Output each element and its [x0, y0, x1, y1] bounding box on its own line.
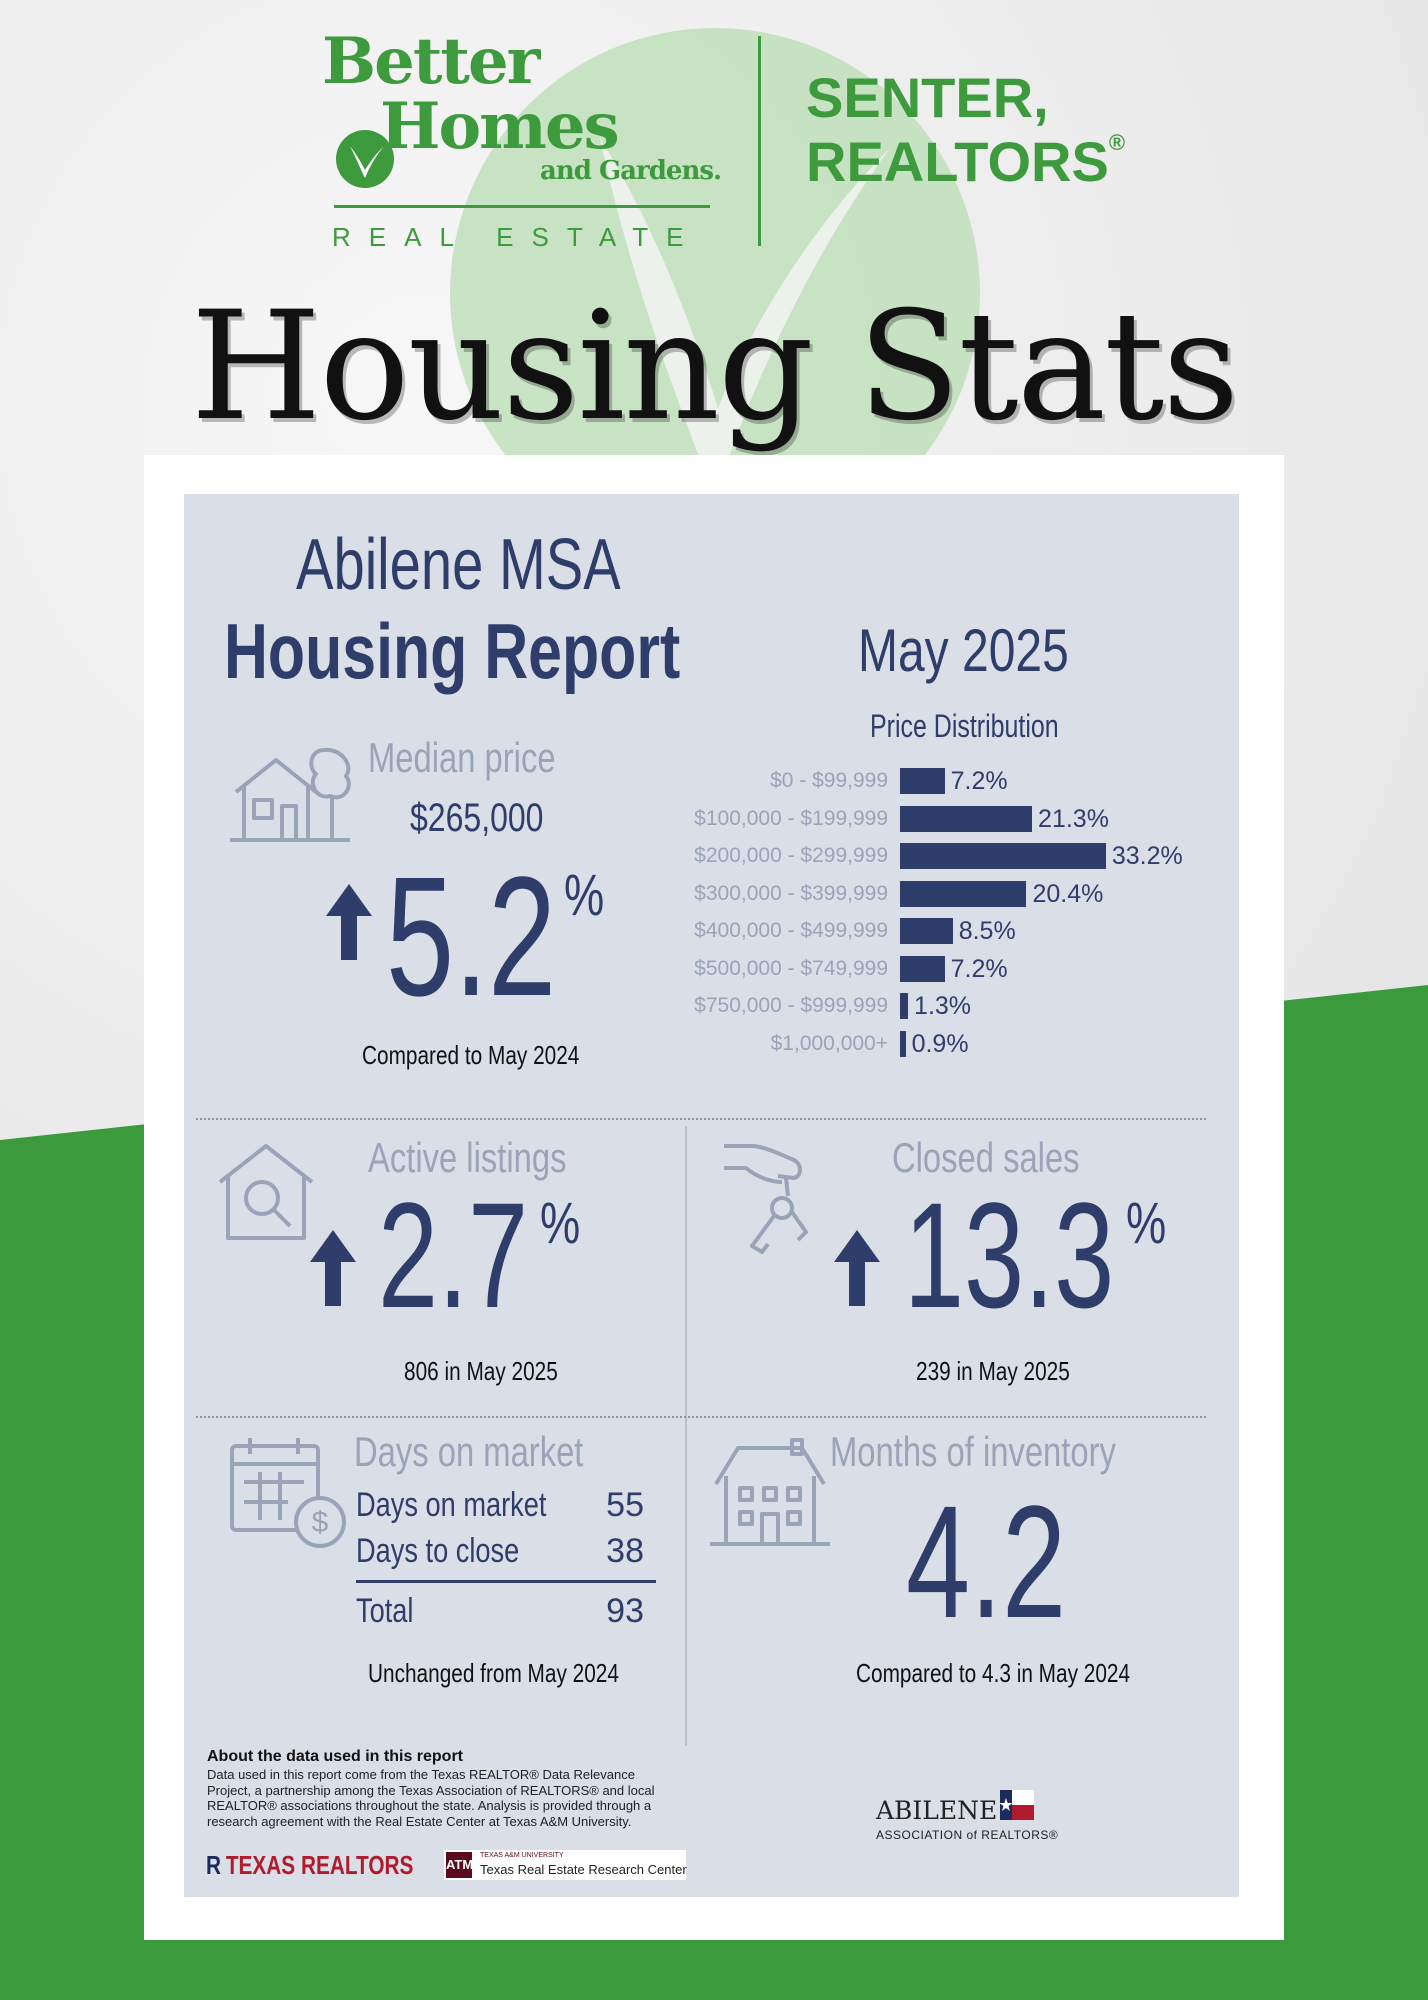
median-price-note: Compared to May 2024 — [362, 1040, 580, 1070]
active-listings-unit: % — [540, 1191, 581, 1256]
price-range-value: 21.3% — [1038, 804, 1109, 833]
price-range-label: $400,000 - $499,999 — [694, 919, 888, 942]
calendar-dollar-icon: $ — [230, 1438, 346, 1548]
brand-tagline: REAL ESTATE — [332, 222, 702, 252]
price-distribution-title: Price Distribution — [870, 708, 1059, 744]
house-tree-icon — [230, 747, 351, 842]
divider-vertical — [685, 1126, 687, 1746]
price-range-bar — [900, 805, 1033, 832]
office-name: SENTER, REALTORS® — [806, 66, 1125, 195]
dom-row-name: Days on market — [356, 1486, 547, 1524]
texas-realtors-mark-icon: R — [206, 1850, 222, 1880]
up-arrow-icon — [834, 1230, 880, 1306]
months-inventory-label: Months of inventory — [830, 1428, 1116, 1475]
price-range-bar — [900, 768, 945, 794]
active-listings-note: 806 in May 2025 — [404, 1356, 558, 1386]
abilene-association-name: ABILENE — [876, 1796, 998, 1825]
house-building-icon — [710, 1438, 830, 1546]
closed-sales-unit: % — [1126, 1191, 1167, 1256]
months-inventory-value: 4.2 — [906, 1472, 1067, 1651]
dom-total-label: Total — [356, 1592, 414, 1630]
office-name-mark: ® — [1108, 130, 1126, 156]
about-body: Data used in this report come from the T… — [207, 1767, 655, 1829]
up-arrow-icon — [326, 884, 372, 960]
closed-sales-change: 13.3 — [904, 1171, 1115, 1339]
price-range-value: 7.2% — [950, 767, 1008, 795]
tamu-mark-icon: ATM — [446, 1852, 473, 1878]
dom-row-name: Days to close — [356, 1532, 520, 1570]
brand-line1: Better — [322, 24, 540, 99]
price-range-label: $1,000,000+ — [770, 1031, 888, 1055]
divider-middle — [196, 1416, 1206, 1418]
tamu-university-name: TEXAS A&M UNIVERSITY — [480, 1852, 564, 1859]
dom-row-value: 55 — [606, 1486, 644, 1524]
price-range-label: $500,000 - $749,999 — [694, 956, 888, 980]
closed-sales-note: 239 in May 2025 — [916, 1356, 1070, 1386]
days-on-market-note: Unchanged from May 2024 — [368, 1658, 619, 1688]
svg-text:$: $ — [312, 1506, 329, 1539]
dom-total-value: 93 — [606, 1592, 644, 1630]
price-range-bar — [900, 918, 953, 944]
price-range-value: 0.9% — [911, 1029, 969, 1058]
dom-row-value: 38 — [606, 1532, 644, 1570]
price-range-value: 8.5% — [958, 917, 1016, 945]
days-on-market-label: Days on market — [354, 1428, 584, 1475]
tamu-center-name: Texas Real Estate Research Center — [480, 1862, 687, 1877]
office-name-line2: REALTORS — [806, 130, 1109, 194]
price-range-label: $300,000 - $399,999 — [694, 881, 888, 905]
office-name-line2-wrap: REALTORS® — [806, 130, 1125, 194]
report-panel — [184, 494, 1239, 1897]
up-arrow-icon — [310, 1230, 356, 1306]
page-headline: Housing Stats — [190, 280, 1240, 454]
brand-line2: Homes — [380, 89, 620, 164]
price-range-label: $750,000 - $999,999 — [694, 994, 888, 1017]
closed-sales-label: Closed sales — [892, 1134, 1080, 1181]
active-listings-change: 2.7 — [378, 1171, 529, 1339]
price-range-value: 33.2% — [1111, 842, 1183, 870]
price-range-bar — [900, 1030, 906, 1057]
price-range-label: $100,000 - $199,999 — [694, 806, 888, 830]
brand-rule — [334, 205, 710, 208]
report-date: May 2025 — [858, 617, 1069, 684]
median-price-unit: % — [564, 863, 605, 928]
dom-total-rule — [356, 1580, 656, 1583]
months-inventory-note: Compared to 4.3 in May 2024 — [856, 1658, 1131, 1688]
price-range-bar — [900, 993, 909, 1019]
price-range-value: 1.3% — [914, 992, 972, 1020]
abilene-association-sub: ASSOCIATION of REALTORS® — [876, 1828, 1059, 1842]
hand-keys-icon — [724, 1144, 808, 1254]
house-magnifier-icon — [218, 1144, 314, 1240]
median-price-change: 5.2 — [386, 842, 557, 1032]
tamu-logo-box — [444, 1850, 686, 1880]
brand-leaf-icon — [336, 130, 394, 188]
office-name-line1: SENTER, — [806, 66, 1049, 129]
price-range-bar — [900, 955, 945, 982]
report-title: Housing Report — [224, 607, 681, 695]
brand-line3: and Gardens. — [540, 156, 722, 186]
price-range-value: 20.4% — [1032, 879, 1104, 908]
texas-flag-star-icon — [1000, 1790, 1034, 1820]
texas-realtors-logo: R TEXAS REALTORS — [206, 1850, 413, 1881]
median-price-label: Median price — [368, 734, 556, 781]
divider-top — [196, 1118, 1206, 1120]
report-region: Abilene MSA — [296, 525, 621, 605]
texas-realtors-name: TEXAS REALTORS — [225, 1850, 414, 1880]
leaf-watermark-icon — [600, 138, 890, 498]
price-range-bar — [900, 843, 1106, 869]
about-heading: About the data used in this report — [207, 1748, 464, 1765]
median-price-value: $265,000 — [410, 796, 544, 840]
brand-divider — [758, 36, 761, 246]
price-range-label: $200,000 - $299,999 — [694, 844, 888, 867]
active-listings-label: Active listings — [368, 1134, 567, 1181]
price-range-label: $0 - $99,999 — [770, 769, 888, 792]
price-range-bar — [900, 880, 1027, 907]
price-range-value: 7.2% — [950, 954, 1008, 983]
